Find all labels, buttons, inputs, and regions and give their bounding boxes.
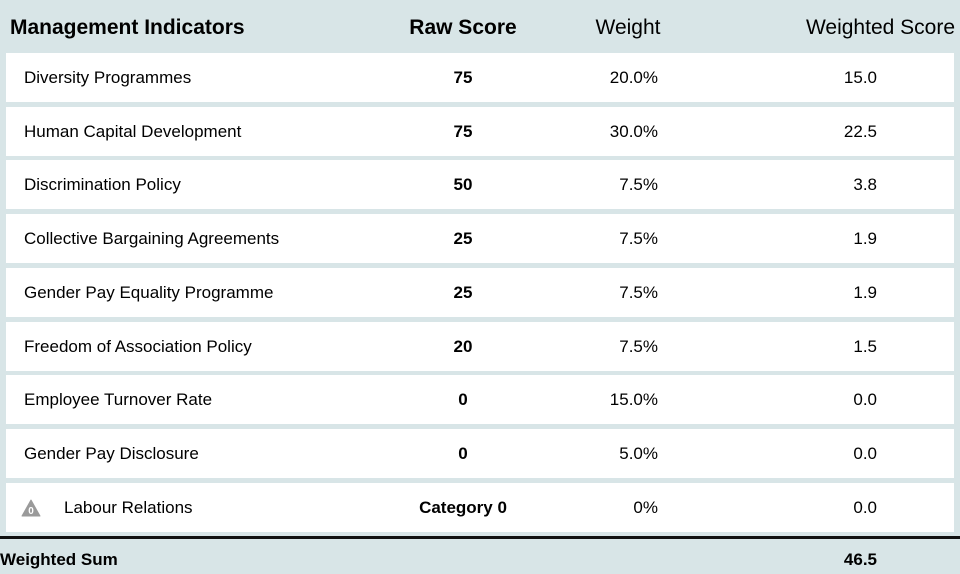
raw-score: 25 (453, 282, 473, 302)
table-row: Freedom of Association Policy 20 7.5% 1.5 (6, 321, 954, 371)
warning-icon: 0 (21, 499, 41, 517)
weighted-score: 0.0 (853, 390, 877, 410)
footer-rule (0, 536, 960, 539)
raw-score: Category 0 (419, 497, 507, 517)
footer-value: 46.5 (843, 550, 877, 569)
footer-label: Weighted Sum (0, 550, 118, 569)
weighted-score: 1.9 (853, 282, 877, 302)
weighted-score: 1.5 (853, 336, 877, 356)
weighted-score: 0.0 (853, 443, 877, 463)
weight: 15.0% (609, 390, 658, 410)
table-row: Diversity Programmes 75 20.0% 15.0 (6, 53, 954, 102)
weighted-score: 22.5 (843, 121, 877, 141)
raw-score: 25 (453, 229, 473, 249)
column-header: Management Indicators (10, 16, 245, 39)
weight: 7.5% (619, 229, 658, 249)
table-row: Gender Pay Disclosure 0 5.0% 0.0 (6, 428, 954, 478)
column-header: Raw Score (409, 16, 517, 39)
weighted-score: 0.0 (853, 497, 877, 517)
weight: 7.5% (619, 336, 658, 356)
table-row: Collective Bargaining Agreements 25 7.5% 1.… (6, 214, 954, 264)
indicator: Gender Pay Equality Programme (24, 282, 274, 302)
table-row: Human Capital Development 75 30.0% 22.5 (6, 106, 954, 156)
weight: 20.0% (609, 68, 658, 87)
table-row: Discrimination Policy 50 7.5% 3.8 (6, 160, 954, 210)
weight: 7.5% (619, 175, 658, 195)
raw-score: 0 (458, 390, 468, 410)
raw-score: 50 (453, 175, 473, 195)
warning-triangle (21, 499, 41, 517)
weight: 30.0% (609, 121, 658, 141)
indicator: Employee Turnover Rate (24, 390, 213, 410)
weight: 7.5% (619, 282, 658, 302)
indicator: Human Capital Development (24, 121, 242, 141)
indicator: Collective Bargaining Agreements (24, 229, 280, 249)
weighted-score: 15.0 (843, 68, 877, 87)
weighted-score: 1.9 (853, 229, 877, 249)
raw-score: 75 (453, 68, 473, 87)
weighted-score: 3.8 (853, 175, 877, 195)
indicator: Gender Pay Disclosure (24, 443, 199, 463)
raw-score: 0 (458, 443, 468, 463)
indicator: Freedom of Association Policy (24, 336, 252, 356)
weight: 0% (633, 497, 658, 517)
weight: 5.0% (619, 443, 658, 463)
indicator: Diversity Programmes (24, 68, 192, 87)
table-row: Employee Turnover Rate 0 15.0% 0.0 (6, 375, 954, 425)
indicator: Discrimination Policy (24, 175, 181, 195)
table-row: Gender Pay Equality Programme 25 7.5% 1.9 (6, 267, 954, 317)
indicator: Labour Relations (64, 497, 193, 517)
raw-score: 20 (453, 336, 473, 356)
column-header: Weighted Score (805, 16, 955, 39)
column-header: Weight (595, 16, 661, 39)
table-row: 0 Labour Relations Category 0 0% 0.0 (6, 482, 954, 532)
raw-score: 75 (453, 121, 473, 141)
warning-label: 0 (28, 506, 34, 517)
